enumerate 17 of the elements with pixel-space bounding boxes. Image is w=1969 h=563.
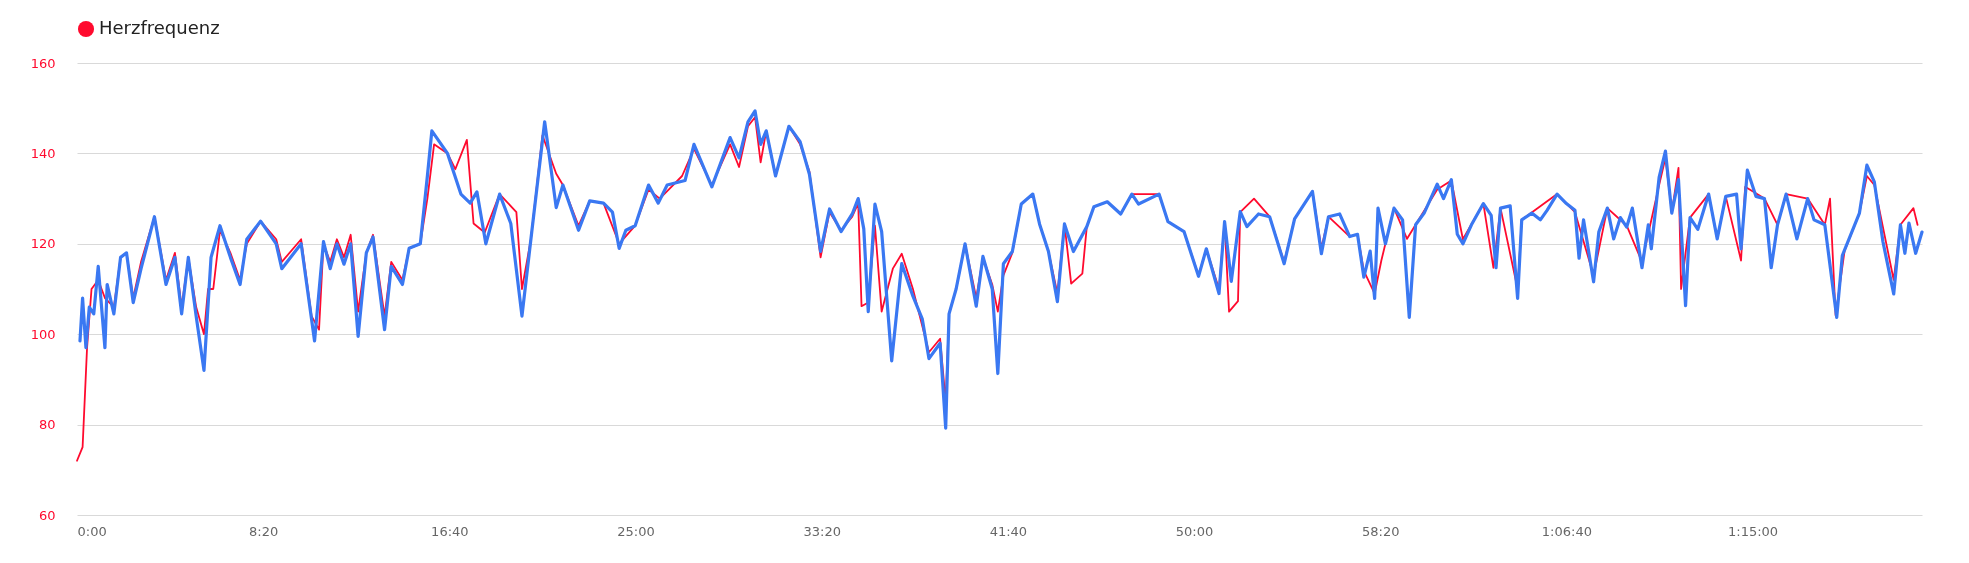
y-tick-label: 140 bbox=[30, 145, 56, 161]
x-tick-label: 16:40 bbox=[431, 523, 469, 539]
x-tick-label: 0:00 bbox=[77, 523, 107, 539]
y-tick-label: 100 bbox=[30, 326, 56, 342]
y-tick-label: 80 bbox=[38, 417, 56, 433]
x-tick-label: 58:20 bbox=[1361, 523, 1400, 539]
x-tick-label: 25:00 bbox=[617, 523, 655, 539]
x-tick-label: 41:40 bbox=[989, 523, 1028, 539]
x-tick-label: 1:06:40 bbox=[1541, 523, 1592, 539]
x-tick-label: 1:15:00 bbox=[1728, 523, 1779, 539]
y-tick-label: 160 bbox=[30, 55, 56, 71]
legend-label: Herzfrequenz bbox=[99, 17, 220, 38]
y-tick-label: 60 bbox=[38, 507, 56, 523]
x-tick-label: 50:00 bbox=[1175, 523, 1214, 539]
x-tick-label: 8:20 bbox=[249, 523, 279, 539]
x-tick-label: 33:20 bbox=[803, 523, 841, 539]
y-tick-label: 120 bbox=[30, 236, 56, 252]
